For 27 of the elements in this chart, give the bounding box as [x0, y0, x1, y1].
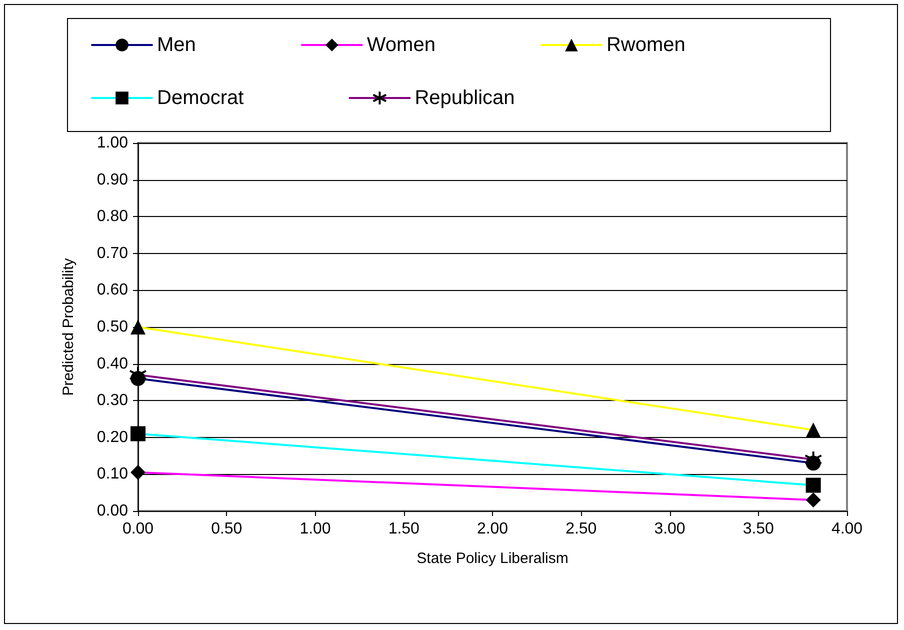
y-tick-label: 0.50	[96, 318, 128, 336]
legend-label: Men	[157, 34, 196, 56]
x-tick-label: 1.00	[300, 520, 331, 538]
y-tick-label: 0.80	[96, 208, 128, 226]
y-tick-label: 0.20	[96, 428, 128, 446]
x-tick-label: 4.00	[831, 520, 863, 538]
y-tick-label: 0.70	[96, 244, 128, 262]
x-tick-label: 2.50	[566, 520, 597, 538]
legend-label: Republican	[414, 87, 515, 109]
legend-label: Women	[366, 34, 436, 56]
legend-label: Rwomen	[606, 34, 686, 56]
x-tick-label: 1.50	[388, 520, 420, 538]
x-tick-label: 2.00	[476, 520, 508, 538]
y-tick-label: 0.90	[96, 171, 128, 188]
y-tick-label: 0.60	[96, 282, 128, 299]
x-tick-label: 3.00	[654, 520, 686, 538]
x-axis-title: State Policy Liberalism	[416, 550, 568, 567]
y-tick-label: 0.10	[96, 466, 128, 483]
y-tick-label: 0.30	[96, 392, 128, 410]
legend-label: Democrat	[157, 87, 244, 109]
y-tick-label: 0.40	[96, 355, 128, 372]
y-tick-label: 1.00	[96, 134, 128, 152]
y-tick-label: 0.00	[96, 502, 128, 520]
x-tick-label: 0.00	[122, 520, 154, 538]
x-tick-label: 3.50	[742, 520, 774, 538]
y-axis-title: Predicted Probability	[60, 258, 77, 396]
x-tick-label: 0.50	[211, 520, 242, 538]
